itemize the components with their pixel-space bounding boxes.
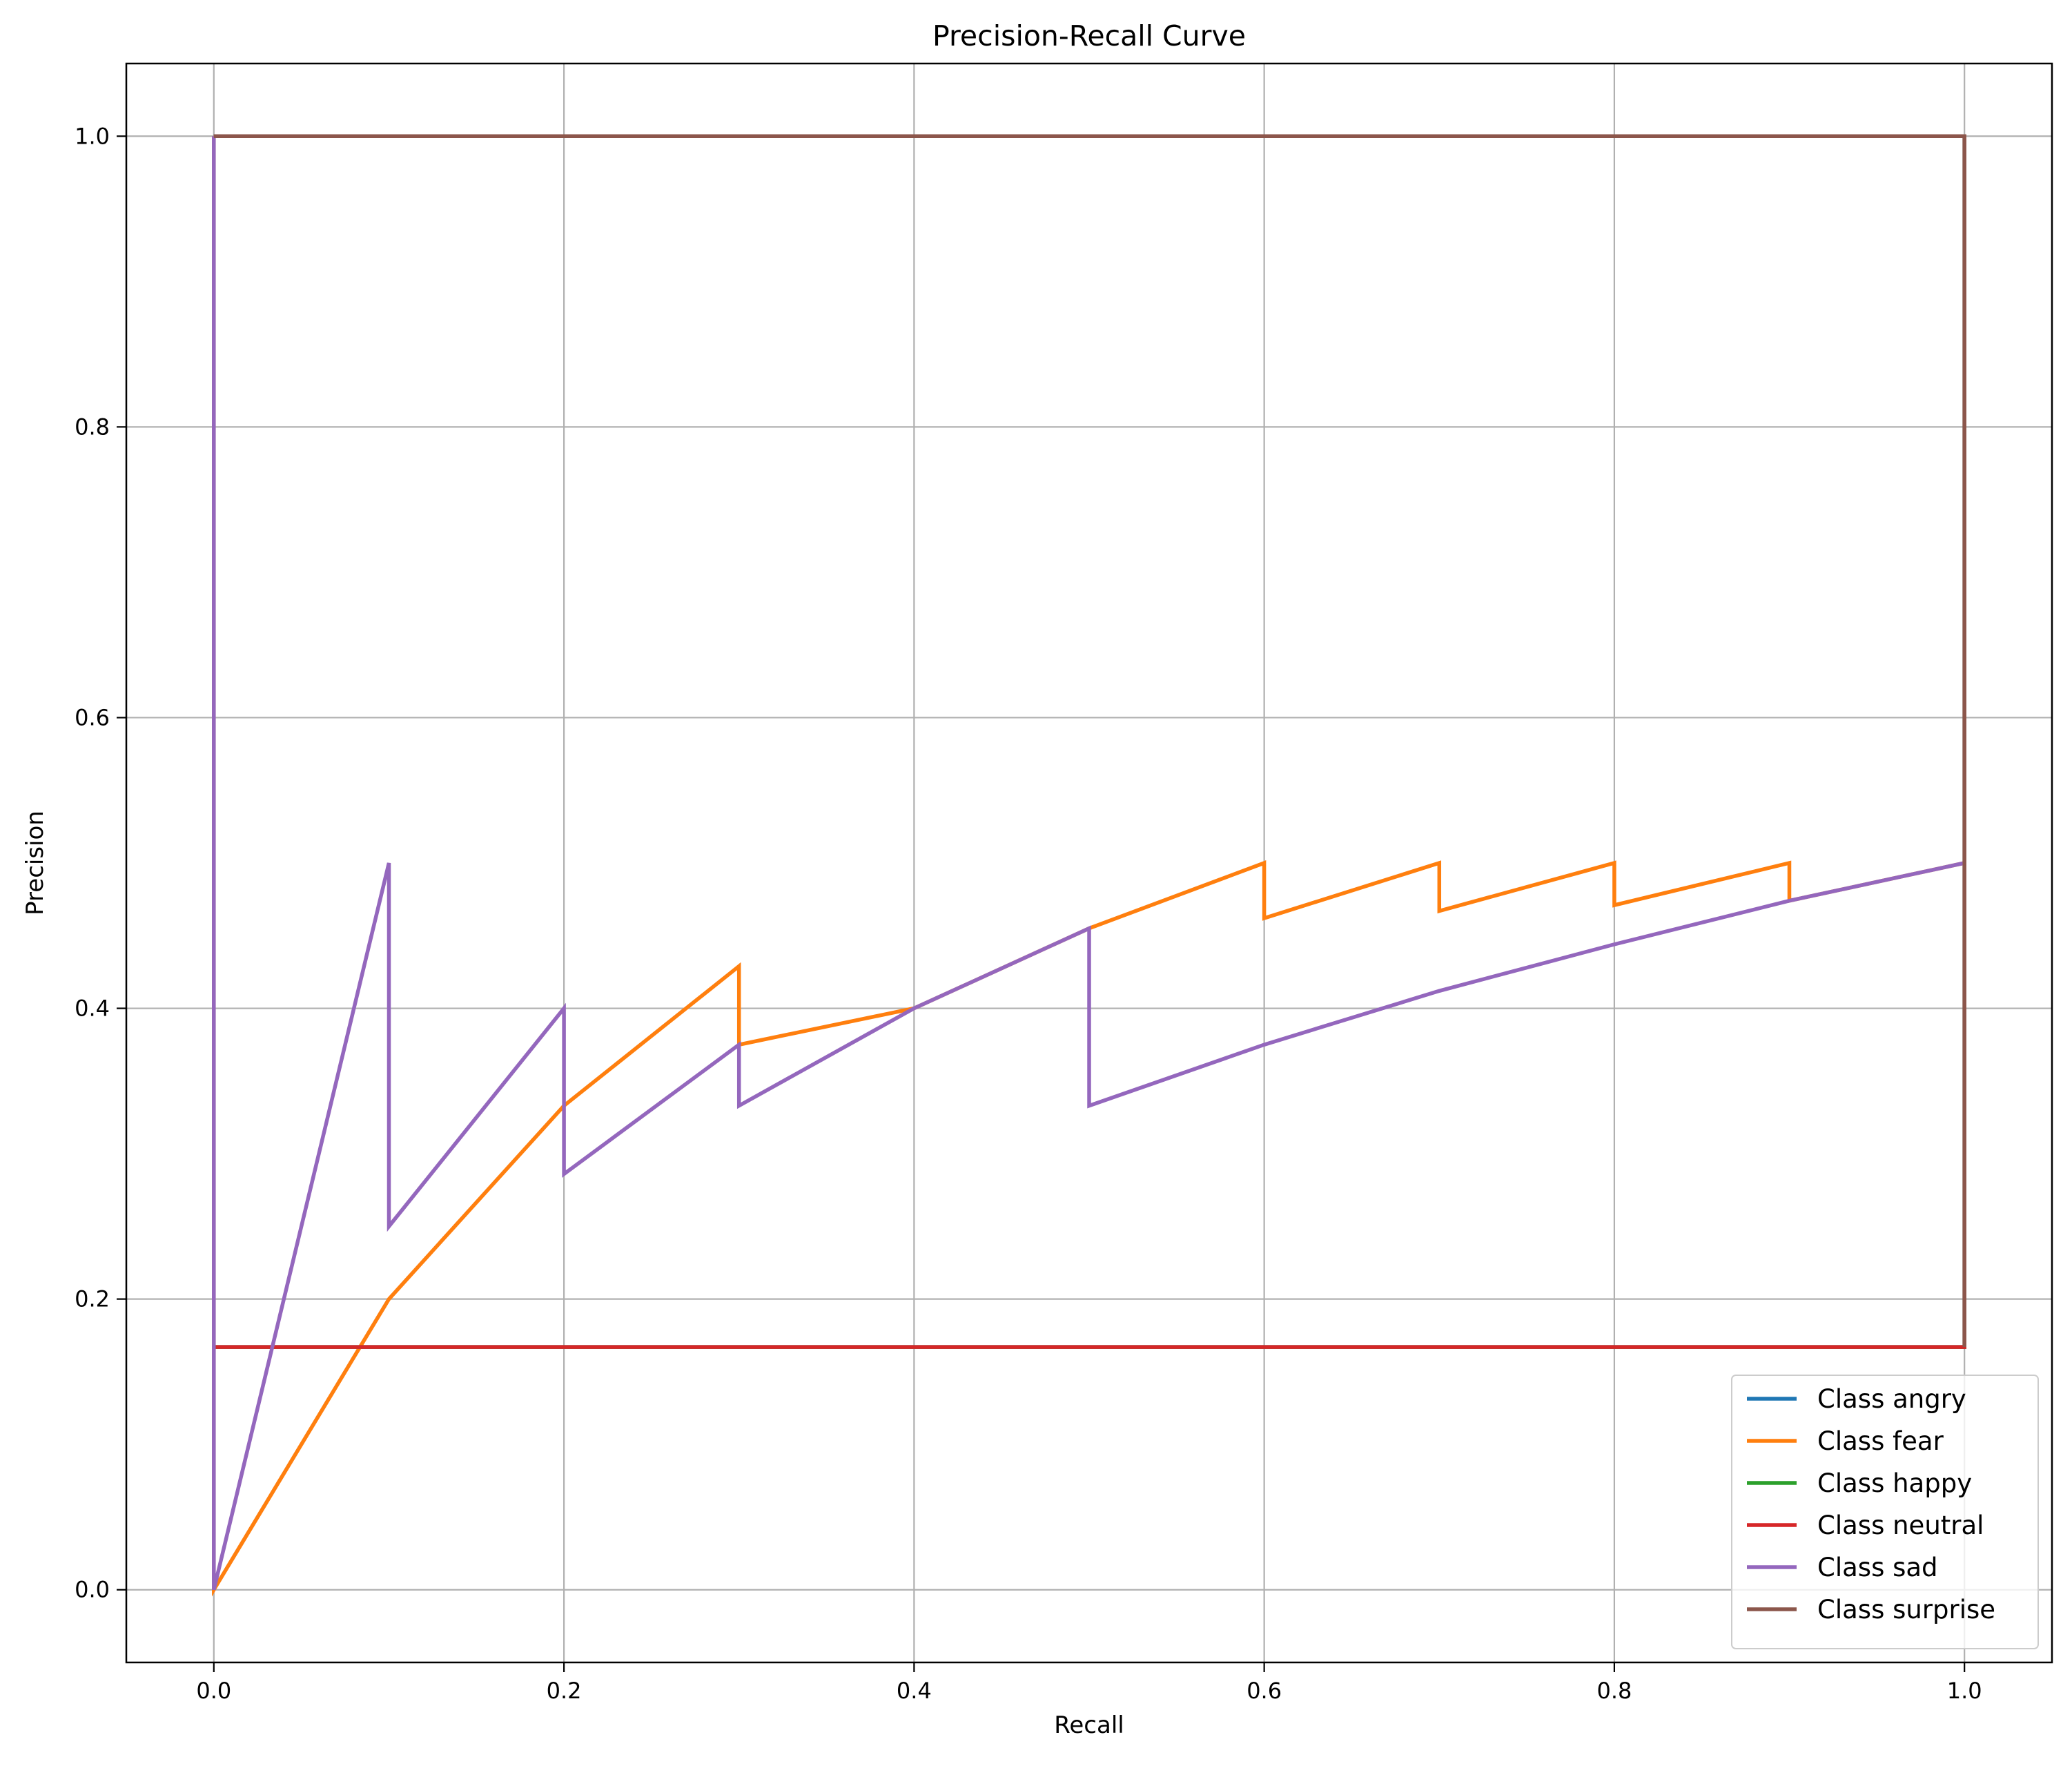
chart-title: Precision-Recall Curve	[932, 19, 1246, 52]
legend-label-class-surprise: Class surprise	[1817, 1595, 1995, 1624]
legend-label-class-angry: Class angry	[1817, 1384, 1966, 1414]
plot-frame	[125, 62, 2053, 1664]
y-axis-label: Precision	[21, 811, 49, 915]
y-axis-ticks: 0.0 0.2 0.4 0.6 0.8 1.0	[75, 123, 126, 1603]
legend-label-class-happy: Class happy	[1817, 1468, 1972, 1498]
y-tick-label: 0.8	[75, 414, 110, 440]
series-line-class-sad	[212, 136, 1965, 1591]
legend-box	[1731, 1375, 2039, 1649]
x-tick-label: 0.0	[196, 1678, 231, 1704]
y-tick-label: 0.0	[75, 1577, 110, 1603]
legend-label-class-neutral: Class neutral	[1817, 1511, 1984, 1540]
x-tick-label: 0.2	[547, 1678, 582, 1704]
x-axis-label: Recall	[1054, 1711, 1124, 1739]
y-tick-label: 0.2	[75, 1286, 110, 1312]
legend: Class angry Class fear Class happy Class ne…	[1731, 1375, 2039, 1649]
y-tick-label: 0.4	[75, 996, 110, 1022]
x-tick-label: 0.6	[1247, 1678, 1282, 1704]
y-tick-label: 0.6	[75, 704, 110, 730]
y-tick-label: 1.0	[75, 123, 110, 149]
series-line-class-surprise	[213, 134, 1966, 1348]
legend-label-class-sad: Class sad	[1817, 1553, 1938, 1582]
x-tick-label: 0.4	[897, 1678, 932, 1704]
series-line-class-fear	[212, 136, 1965, 1597]
x-axis-ticks: 0.0 0.2 0.4 0.6 0.8 1.0	[196, 1662, 1982, 1704]
series-lines	[212, 134, 1966, 1597]
x-tick-label: 1.0	[1947, 1678, 1982, 1704]
x-tick-label: 0.8	[1596, 1678, 1632, 1704]
grid-lines	[126, 64, 2052, 1662]
legend-label-class-fear: Class fear	[1817, 1426, 1944, 1456]
